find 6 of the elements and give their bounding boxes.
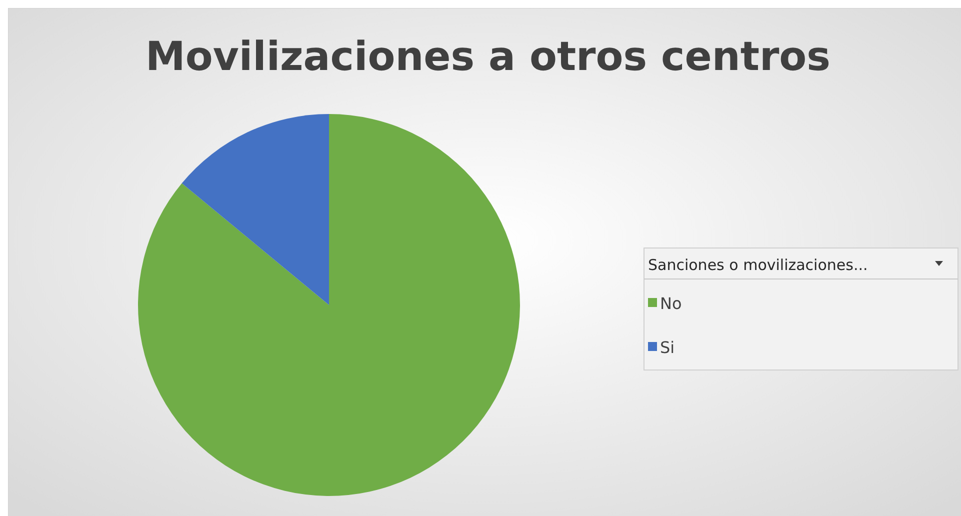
- legend-label: Si: [660, 338, 675, 357]
- chart-title: Movilizaciones a otros centros: [146, 34, 830, 80]
- pie-slice: [182, 114, 329, 305]
- pie-slice: [138, 114, 520, 496]
- legend-title: Sanciones o movilizaciones...: [648, 256, 868, 274]
- legend-label: No: [660, 294, 682, 313]
